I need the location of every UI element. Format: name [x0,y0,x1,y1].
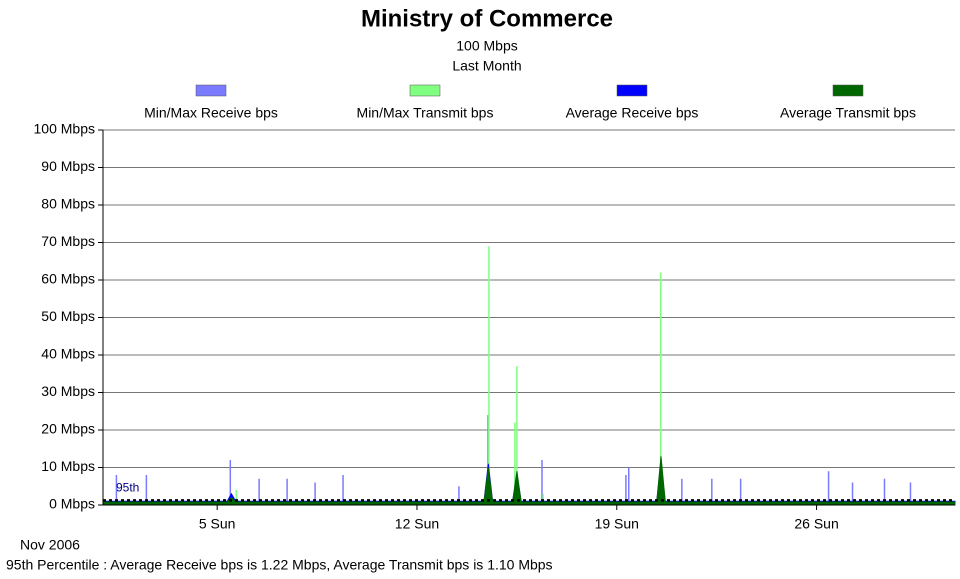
y-tick-label: 30 Mbps [41,383,95,399]
legend-label: Min/Max Receive bps [144,105,278,121]
y-tick-label: 20 Mbps [41,421,95,437]
y-tick-label: 50 Mbps [41,308,95,324]
y-tick-label: 40 Mbps [41,346,95,362]
legend-swatch [195,84,227,97]
percentile-label: 95th [116,481,139,495]
y-tick-label: 0 Mbps [49,496,95,512]
legend-swatch [832,84,864,97]
area [102,456,956,506]
legend-swatch [616,84,648,97]
y-tick-label: 80 Mbps [41,196,95,212]
y-tick-label: 100 Mbps [34,121,95,137]
legend-swatch [409,84,441,97]
legend-label: Average Receive bps [566,105,699,121]
y-tick-label: 90 Mbps [41,158,95,174]
x-tick-label: 26 Sun [794,516,838,532]
x-tick-label: 12 Sun [395,516,439,532]
chart-title: Ministry of Commerce [361,5,613,32]
subtitle: Last Month [452,58,521,74]
x-tick-label: 5 Sun [199,516,236,532]
footer: Nov 2006 [20,537,80,553]
y-tick-label: 60 Mbps [41,271,95,287]
subtitle: 100 Mbps [456,38,517,54]
legend-label: Min/Max Transmit bps [357,105,494,121]
footer: 95th Percentile : Average Receive bps is… [6,557,553,573]
y-tick-label: 10 Mbps [41,458,95,474]
y-tick-label: 70 Mbps [41,233,95,249]
x-tick-label: 19 Sun [595,516,639,532]
legend-label: Average Transmit bps [780,105,916,121]
